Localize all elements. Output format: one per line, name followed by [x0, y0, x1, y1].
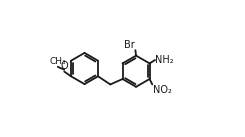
Text: O: O — [61, 61, 68, 71]
Text: NO₂: NO₂ — [153, 85, 171, 95]
Text: CH₃: CH₃ — [49, 57, 66, 66]
Text: NH₂: NH₂ — [155, 55, 174, 65]
Text: Br: Br — [123, 40, 134, 50]
